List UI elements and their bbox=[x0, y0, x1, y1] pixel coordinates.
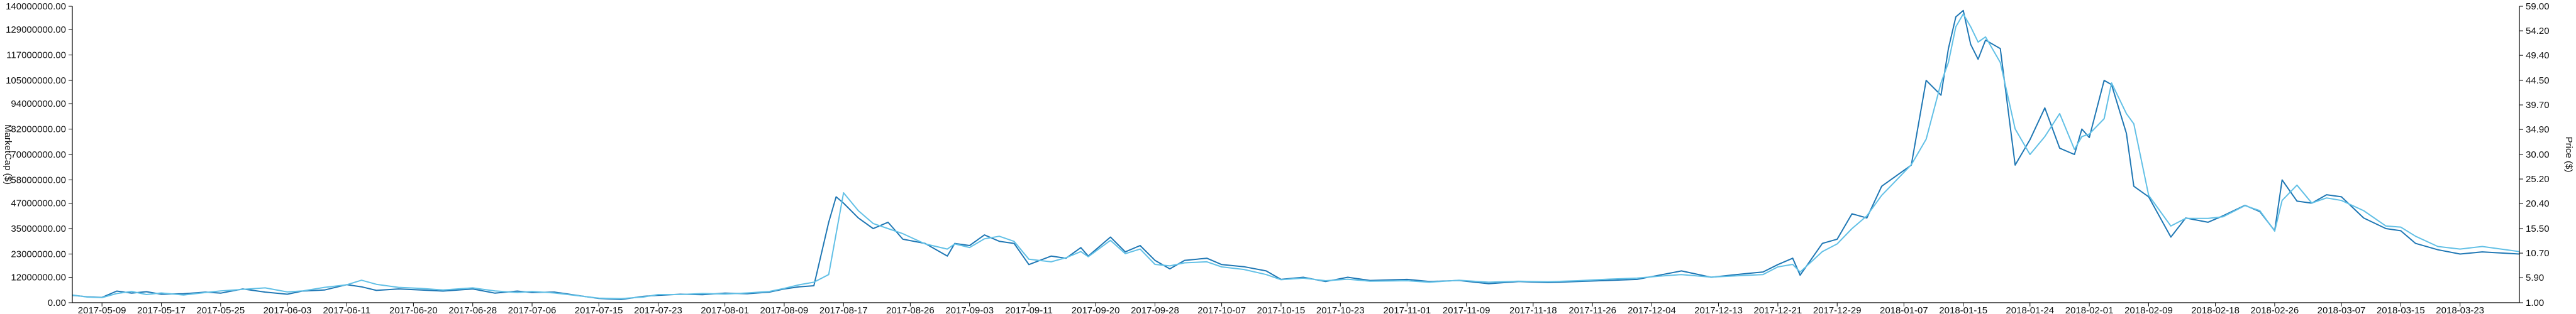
x-tick-label: 2017-08-09 bbox=[760, 305, 809, 314]
x-tick-label: 2017-09-11 bbox=[1005, 305, 1053, 314]
right-tick-label: 10.70 bbox=[2526, 248, 2550, 259]
x-tick-label: 2017-11-26 bbox=[1568, 305, 1616, 314]
x-tick-label: 2017-12-21 bbox=[1754, 305, 1802, 314]
right-tick-label: 5.90 bbox=[2526, 273, 2544, 283]
x-tick-label: 2017-06-28 bbox=[448, 305, 497, 314]
x-tick-label: 2017-09-03 bbox=[945, 305, 994, 314]
x-tick-label: 2017-11-09 bbox=[1443, 305, 1491, 314]
left-tick-label: 82000000.00 bbox=[11, 124, 66, 135]
marketcap-series-line bbox=[72, 9, 2520, 300]
x-tick-label: 2018-03-07 bbox=[2318, 305, 2366, 314]
x-tick-label: 2017-07-06 bbox=[508, 305, 557, 314]
x-tick-label: 2017-08-01 bbox=[701, 305, 749, 314]
left-tick-label: 23000000.00 bbox=[11, 249, 66, 259]
x-tick-label: 2017-11-18 bbox=[1509, 305, 1557, 314]
left-tick-label: 58000000.00 bbox=[11, 175, 66, 185]
x-tick-label: 2018-01-15 bbox=[1939, 305, 1987, 314]
right-tick-label: 30.00 bbox=[2526, 149, 2550, 160]
x-tick-label: 2017-07-15 bbox=[575, 305, 623, 314]
x-tick-label: 2018-01-07 bbox=[1880, 305, 1928, 314]
left-tick-label: 0.00 bbox=[48, 298, 66, 308]
left-tick-label: 35000000.00 bbox=[11, 224, 66, 234]
right-tick-label: 34.90 bbox=[2526, 124, 2550, 135]
x-tick-label: 2018-02-01 bbox=[2065, 305, 2114, 314]
x-tick-label: 2017-11-01 bbox=[1384, 305, 1431, 314]
x-tick-label: 2018-01-24 bbox=[2006, 305, 2054, 314]
left-tick-label: 94000000.00 bbox=[11, 99, 66, 109]
x-tick-label: 2018-03-23 bbox=[2436, 305, 2484, 314]
left-tick-label: 70000000.00 bbox=[11, 149, 66, 160]
left-tick-label: 129000000.00 bbox=[6, 24, 66, 35]
left-tick-label: 140000000.00 bbox=[6, 1, 66, 12]
x-tick-label: 2018-02-26 bbox=[2251, 305, 2299, 314]
right-axis-title: Price ($) bbox=[2563, 137, 2574, 173]
x-tick-label: 2017-10-23 bbox=[1316, 305, 1365, 314]
left-tick-label: 117000000.00 bbox=[6, 50, 66, 61]
left-tick-label: 105000000.00 bbox=[6, 75, 66, 86]
x-tick-label: 2017-06-03 bbox=[264, 305, 312, 314]
right-tick-label: 15.50 bbox=[2526, 224, 2550, 234]
right-tick-label: 49.40 bbox=[2526, 50, 2550, 61]
right-tick-label: 44.50 bbox=[2526, 75, 2550, 86]
right-tick-label: 1.00 bbox=[2526, 298, 2544, 308]
x-tick-label: 2017-05-17 bbox=[137, 305, 186, 314]
left-axis-title: MarketCap ($) bbox=[3, 124, 13, 185]
x-tick-label: 2017-07-23 bbox=[634, 305, 682, 314]
right-tick-label: 25.20 bbox=[2526, 174, 2550, 185]
x-tick-label: 2018-03-15 bbox=[2377, 305, 2425, 314]
x-tick-label: 2017-12-04 bbox=[1628, 305, 1676, 314]
x-tick-label: 2017-12-29 bbox=[1813, 305, 1862, 314]
x-tick-label: 2017-06-11 bbox=[323, 305, 370, 314]
right-tick-label: 20.40 bbox=[2526, 198, 2550, 209]
x-tick-label: 2017-05-09 bbox=[78, 305, 126, 314]
x-tick-label: 2017-10-07 bbox=[1197, 305, 1246, 314]
x-tick-label: 2017-09-20 bbox=[1072, 305, 1120, 314]
x-tick-label: 2017-10-15 bbox=[1257, 305, 1306, 314]
x-tick-label: 2017-08-17 bbox=[819, 305, 868, 314]
series-layer bbox=[72, 9, 2520, 300]
price-series-line bbox=[72, 13, 2520, 300]
x-tick-label: 2017-05-25 bbox=[196, 305, 245, 314]
x-tick-label: 2018-02-18 bbox=[2191, 305, 2240, 314]
x-tick-label: 2017-08-26 bbox=[886, 305, 935, 314]
left-tick-label: 12000000.00 bbox=[11, 273, 66, 283]
x-tick-label: 2017-06-20 bbox=[389, 305, 438, 314]
x-tick-label: 2017-09-28 bbox=[1131, 305, 1179, 314]
right-tick-label: 39.70 bbox=[2526, 100, 2550, 111]
x-tick-label: 2018-02-09 bbox=[2124, 305, 2173, 314]
x-tick-label: 2017-12-13 bbox=[1694, 305, 1743, 314]
left-tick-label: 47000000.00 bbox=[11, 198, 66, 209]
right-tick-label: 54.20 bbox=[2526, 26, 2550, 36]
right-tick-label: 59.00 bbox=[2526, 1, 2550, 12]
axes-layer: 0.00 12000000.00 23000000.00 35000000.00 470… bbox=[6, 1, 2549, 314]
